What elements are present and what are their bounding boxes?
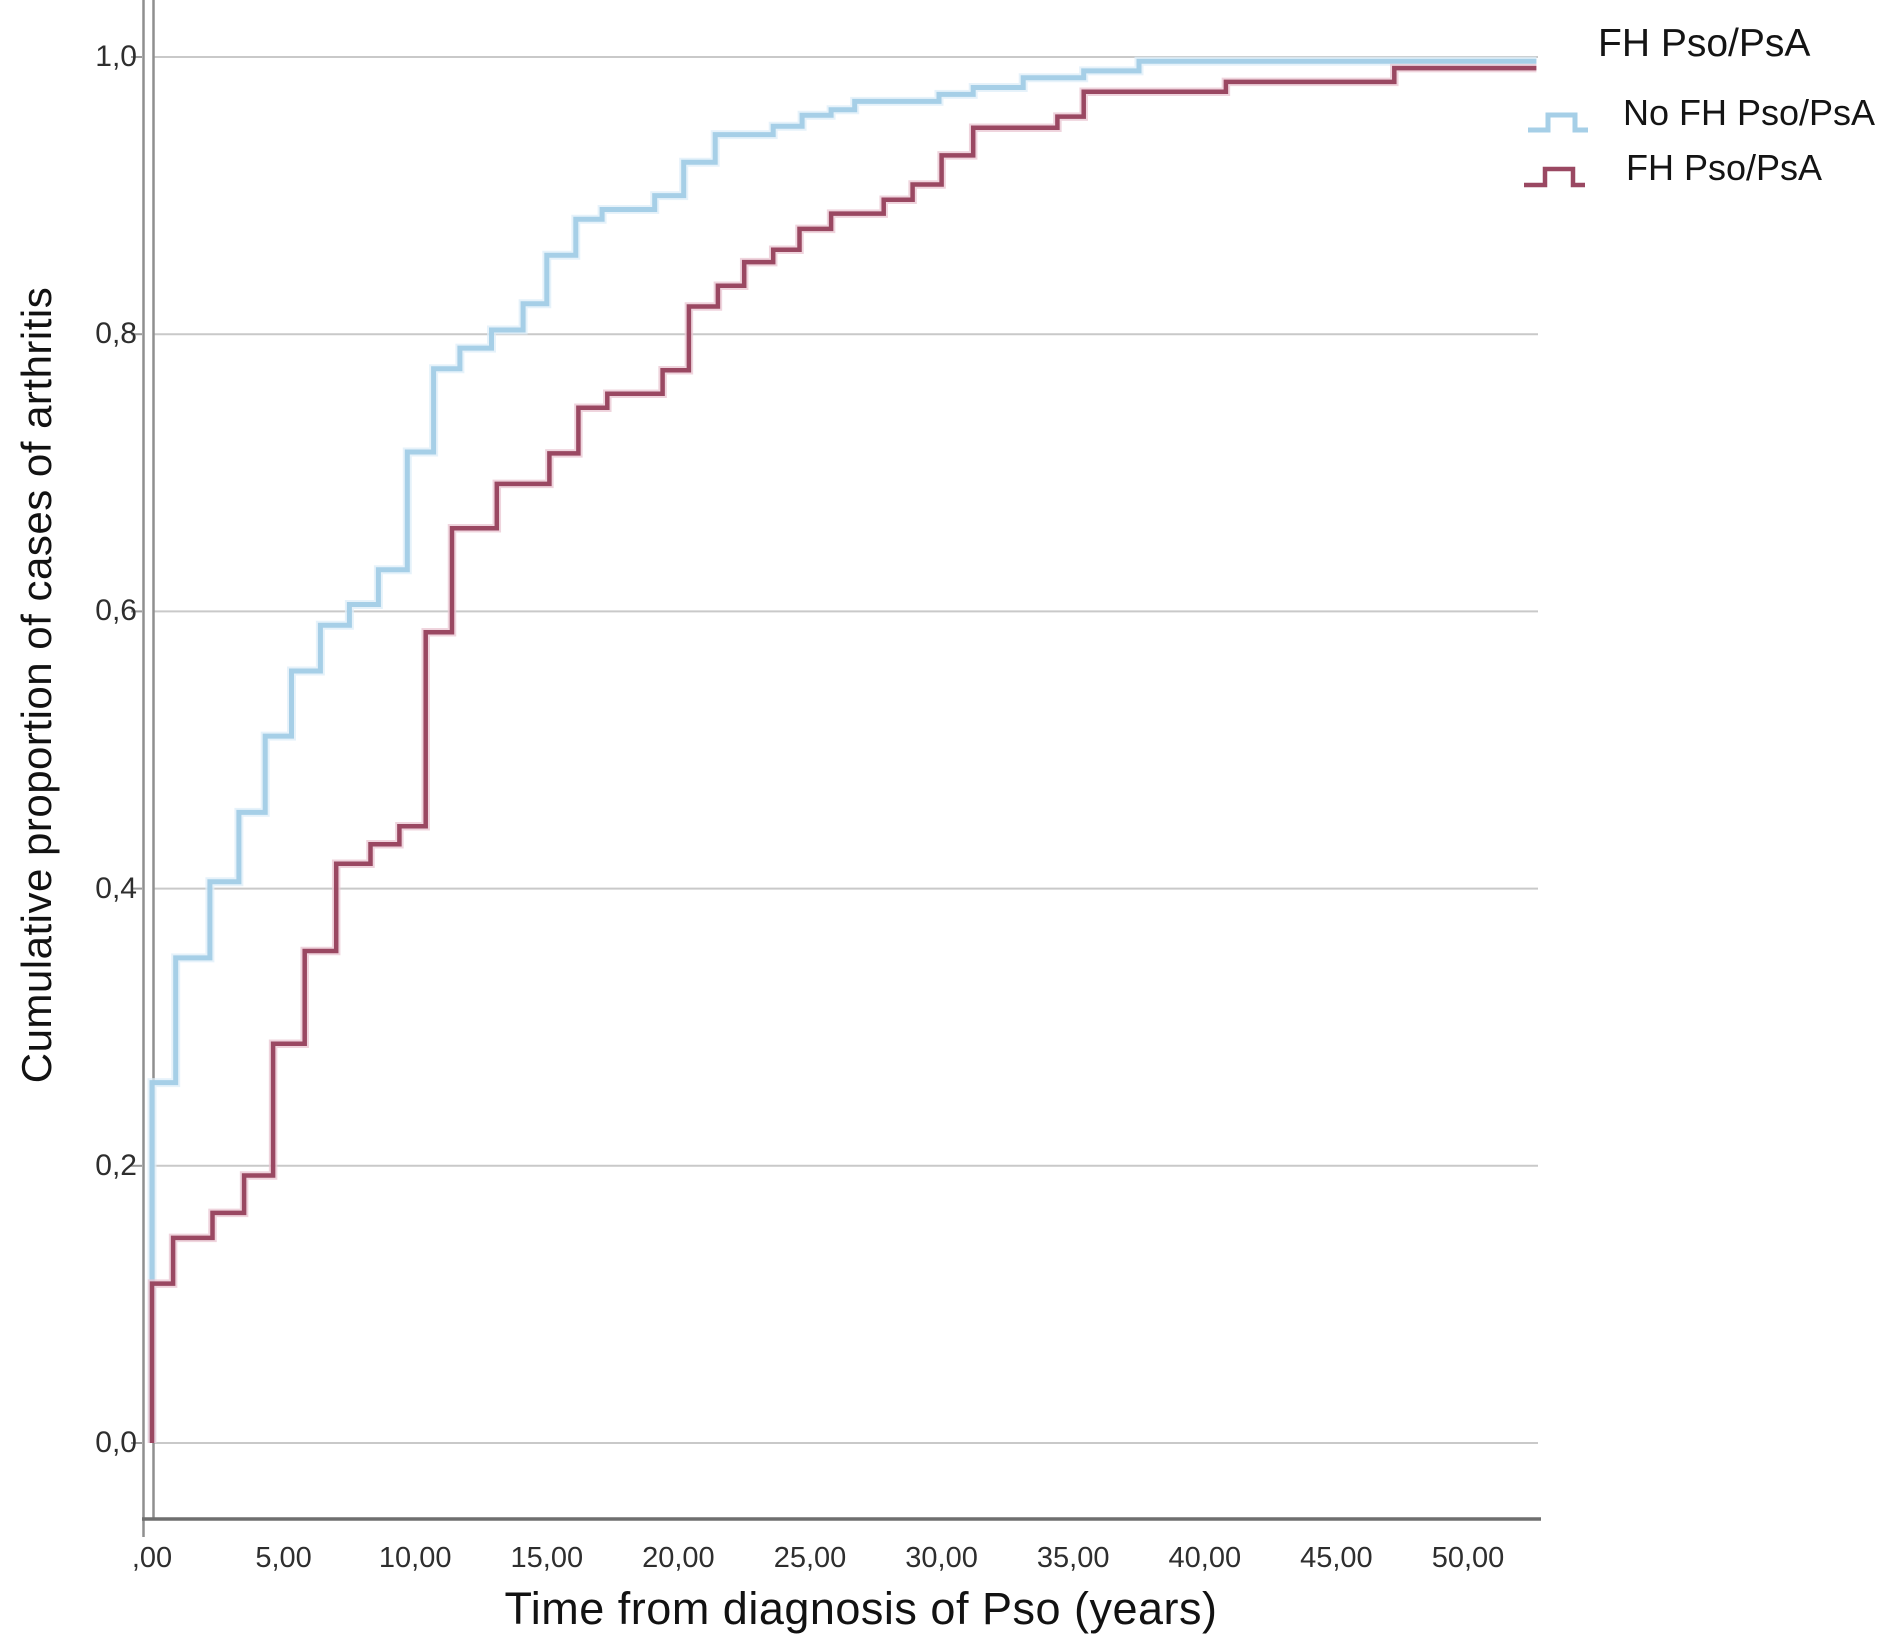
legend-label-no-fh: No FH Pso/PsA [1623, 92, 1876, 133]
legend-title: FH Pso/PsA [1598, 22, 1811, 65]
axes [131, 0, 1541, 1537]
x-tick-label-40: 40,00 [1168, 1542, 1242, 1574]
x-tick-label-30: 30,00 [905, 1542, 978, 1574]
x-tick-label-25: 25,00 [773, 1542, 847, 1574]
x-tick-label-0: ,00 [131, 1542, 173, 1574]
no-fh-curve [149, 58, 1537, 1443]
x-axis-title: Time from diagnosis of Pso (years) [504, 1583, 1218, 1634]
fh-curve [149, 65, 1537, 1443]
x-tick-label-5: 5,00 [255, 1542, 312, 1574]
legend-glyph-fh-icon [1524, 166, 1585, 188]
x-tick-label-20: 20,00 [642, 1542, 715, 1574]
y-tick-label-0,4: 0,4 [95, 871, 137, 905]
y-tick-label-0,0: 0,0 [95, 1426, 137, 1459]
y-tick-label-0,2: 0,2 [95, 1148, 137, 1182]
x-tick-label-35: 35,00 [1036, 1542, 1110, 1574]
y-tick-label-0,6: 0,6 [95, 594, 137, 628]
legend-label-fh: FH Pso/PsA [1626, 147, 1823, 188]
survival-curves [147, 56, 1537, 1443]
x-tick-label-10: 10,00 [378, 1542, 452, 1574]
y-tick-label-0,8: 0,8 [95, 317, 137, 351]
gridlines [154, 56, 1538, 1444]
curve-halo-fh [147, 63, 1537, 1443]
legend-glyphs [1524, 112, 1588, 188]
x-tick-label-15: 15,00 [510, 1542, 584, 1574]
x-tick-label-50: 50,00 [1431, 1542, 1505, 1574]
y-tick-label-1,0: 1,0 [95, 40, 137, 73]
legend-glyph-no-fh-icon [1528, 112, 1588, 133]
curve-halo-no-fh [147, 56, 1537, 1443]
y-axis-title: Cumulative proportion of cases of arthri… [13, 286, 60, 1084]
x-tick-label-45: 45,00 [1300, 1542, 1373, 1574]
